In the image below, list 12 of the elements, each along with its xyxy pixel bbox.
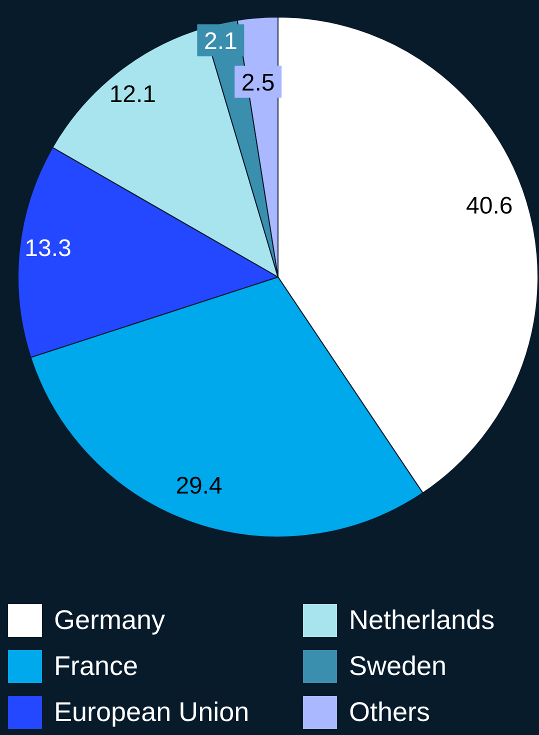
legend-label: Sweden	[349, 650, 447, 682]
data-label: 13.3	[24, 235, 72, 262]
legend-label: Netherlands	[349, 604, 495, 636]
data-label: 2.1	[204, 28, 238, 55]
data-label: 29.4	[176, 472, 222, 500]
legend-label: European Union	[54, 696, 250, 728]
data-label: 40.6	[466, 192, 513, 220]
data-label: 12.1	[109, 81, 156, 108]
data-label: 2.5	[241, 69, 275, 96]
legend-label: France	[54, 650, 138, 682]
legend-label: Others	[349, 696, 430, 728]
legend-label: Germany	[54, 604, 166, 636]
